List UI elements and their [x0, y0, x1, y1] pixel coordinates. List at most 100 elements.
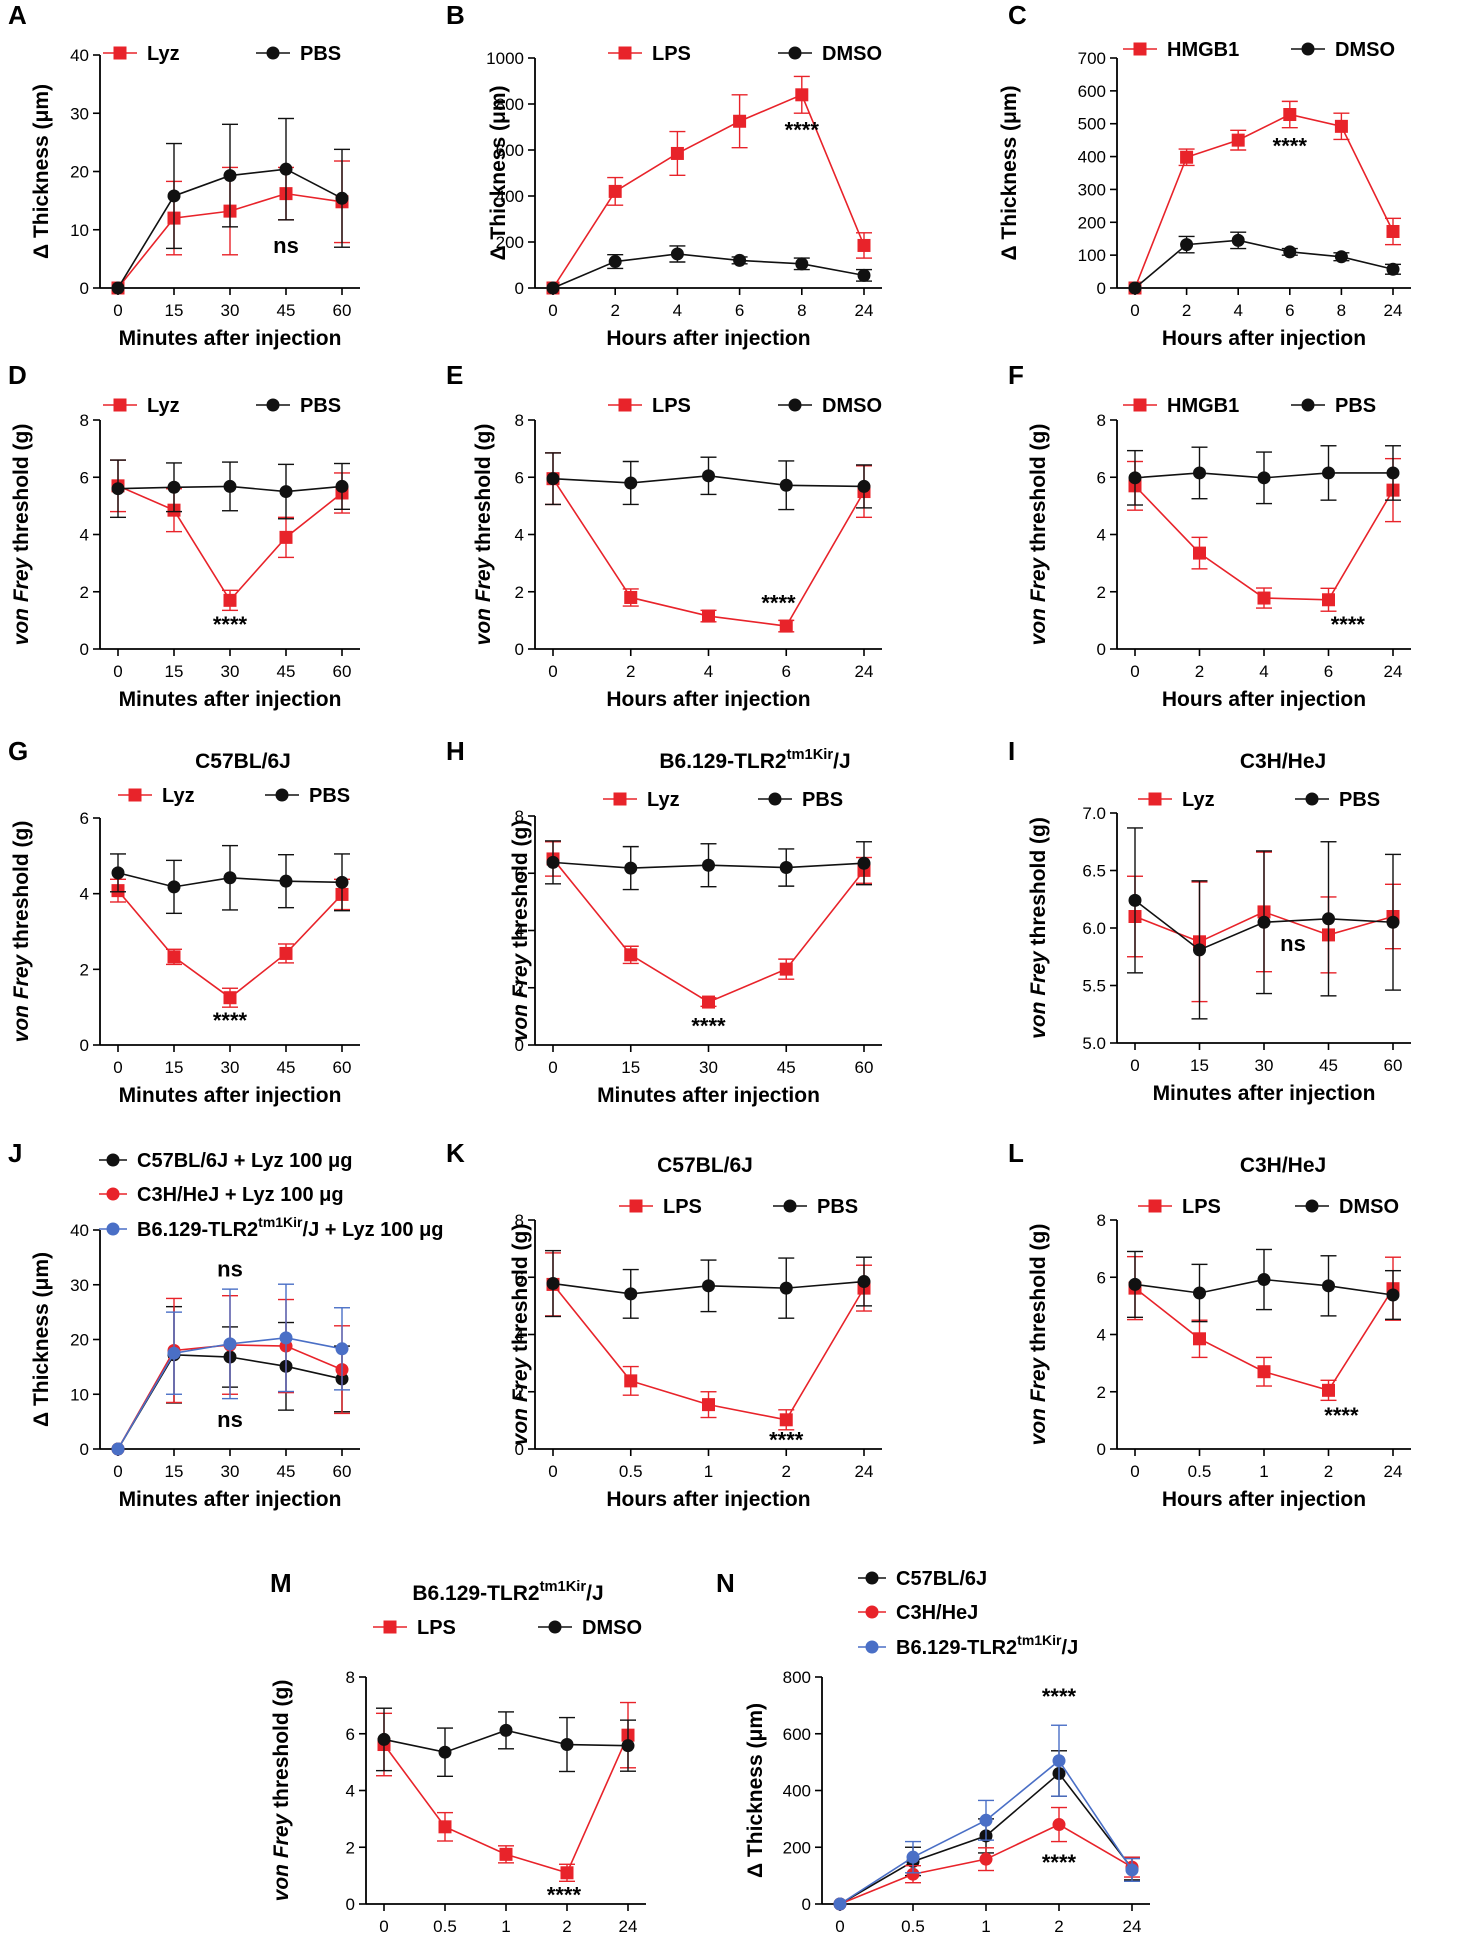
data-point — [1052, 1754, 1066, 1768]
x-tick-label: 1 — [981, 1917, 990, 1933]
x-tick-label: 0 — [1130, 662, 1139, 681]
panel-title-suffix: /J — [833, 750, 851, 773]
data-point — [1257, 591, 1271, 605]
x-tick-label: 45 — [777, 1058, 796, 1077]
legend-marker — [788, 398, 802, 412]
legend-label: HMGB1 — [1167, 395, 1239, 417]
legend-marker — [1148, 1199, 1162, 1213]
y-tick-label: 8 — [515, 807, 524, 826]
y-axis-label: Δ Thickness (μm) — [30, 1252, 53, 1427]
legend-label: PBS — [802, 789, 843, 811]
data-point — [111, 1442, 125, 1456]
data-point — [279, 946, 293, 960]
y-tick-label: 0 — [1097, 640, 1106, 659]
x-axis-label: Minutes after injection — [119, 327, 342, 350]
legend-marker — [768, 792, 782, 806]
y-axis-label: Δ Thickness (μm) — [487, 86, 510, 261]
legend-label: C3H/HeJ — [896, 1602, 978, 1624]
data-point — [979, 1852, 993, 1866]
y-tick-label: 10 — [70, 221, 89, 240]
legend: LPS DMSO — [1138, 1196, 1399, 1218]
legend: LPS PBS — [619, 1196, 858, 1218]
legend-label-suffix: /J — [1062, 1637, 1079, 1659]
significance-label: **** — [1273, 133, 1308, 158]
y-tick-label: 0 — [515, 1036, 524, 1055]
series-2 — [833, 1724, 1140, 1911]
y-tick-label: 2 — [515, 1383, 524, 1402]
x-tick-label: 30 — [221, 1058, 240, 1077]
y-tick-label: 0 — [80, 1440, 89, 1459]
data-point — [857, 479, 871, 493]
legend-marker — [629, 1199, 643, 1213]
data-point — [167, 950, 181, 964]
legend-marker — [113, 398, 127, 412]
y-tick-label: 200 — [496, 233, 524, 252]
data-point — [167, 480, 181, 494]
y-axis-label: von Frey threshold (g) — [509, 820, 532, 1042]
x-tick-label: 0 — [113, 1058, 122, 1077]
legend-label: DMSO — [822, 43, 882, 65]
y-tick-label: 0 — [80, 279, 89, 298]
data-point — [624, 1374, 638, 1388]
x-tick-label: 0 — [835, 1917, 844, 1933]
data-point — [279, 1331, 293, 1345]
data-point — [1283, 245, 1297, 259]
significance-label: **** — [213, 612, 248, 637]
data-point — [1052, 1818, 1066, 1832]
data-point — [1283, 108, 1297, 122]
legend-label: DMSO — [582, 1617, 642, 1639]
data-point — [795, 88, 809, 102]
x-tick-label: 45 — [277, 301, 296, 320]
x-tick-label: 0.5 — [619, 1462, 643, 1481]
legend-marker — [113, 46, 127, 60]
y-tick-label: 10 — [70, 1385, 89, 1404]
x-tick-label: 8 — [1337, 301, 1346, 320]
y-tick-label: 2 — [515, 583, 524, 602]
y-axis-label: Δ Thickness (μm) — [998, 86, 1021, 261]
data-point — [624, 476, 638, 490]
panel-title-sup: tm1Kir — [540, 1579, 587, 1595]
x-tick-label: 60 — [333, 301, 352, 320]
series-0 — [833, 1750, 1140, 1911]
data-point — [1231, 133, 1245, 147]
x-tick-label: 2 — [1195, 662, 1204, 681]
data-point — [857, 238, 871, 252]
panel-j: J 0 10 20 30 40 0 15 30 45 60 Minutes after injecti… — [8, 1138, 444, 1511]
y-tick-label: 600 — [783, 1725, 811, 1744]
legend-marker — [383, 1620, 397, 1634]
panel-letter: I — [1008, 736, 1015, 766]
data-point — [1386, 262, 1400, 276]
y-tick-label: 500 — [1078, 115, 1106, 134]
x-tick-label: 45 — [1319, 1056, 1338, 1075]
data-point — [621, 1739, 635, 1753]
x-tick-label: 15 — [1190, 1056, 1209, 1075]
y-tick-label: 4 — [1097, 1326, 1106, 1345]
data-point — [1334, 250, 1348, 264]
data-point — [223, 479, 237, 493]
x-tick-label: 45 — [277, 662, 296, 681]
legend-label-base: C3H/HeJ + Lyz 100 μg — [137, 1184, 344, 1206]
x-tick-label: 2 — [1054, 1917, 1063, 1933]
legend-marker — [106, 1187, 120, 1201]
y-tick-label: 30 — [70, 1276, 89, 1295]
legend-marker — [865, 1571, 879, 1585]
significance-label: ns — [273, 233, 299, 258]
y-tick-label: 0 — [515, 279, 524, 298]
data-point — [279, 874, 293, 888]
x-tick-label: 30 — [221, 662, 240, 681]
y-tick-label: 6 — [1097, 468, 1106, 487]
legend: Lyz PBS — [603, 789, 843, 811]
legend-marker — [266, 46, 280, 60]
y-tick-label: 2 — [80, 960, 89, 979]
x-axis-label: Hours after injection — [606, 1488, 810, 1511]
panel-title-base: B6.129-TLR2 — [659, 750, 786, 773]
x-tick-label: 60 — [333, 662, 352, 681]
y-axis-label-italic: von Frey — [10, 556, 33, 645]
x-tick-label: 60 — [333, 1462, 352, 1481]
data-point — [779, 1413, 793, 1427]
legend-label: C57BL/6J — [896, 1568, 987, 1590]
series-1 — [1127, 827, 1401, 1020]
